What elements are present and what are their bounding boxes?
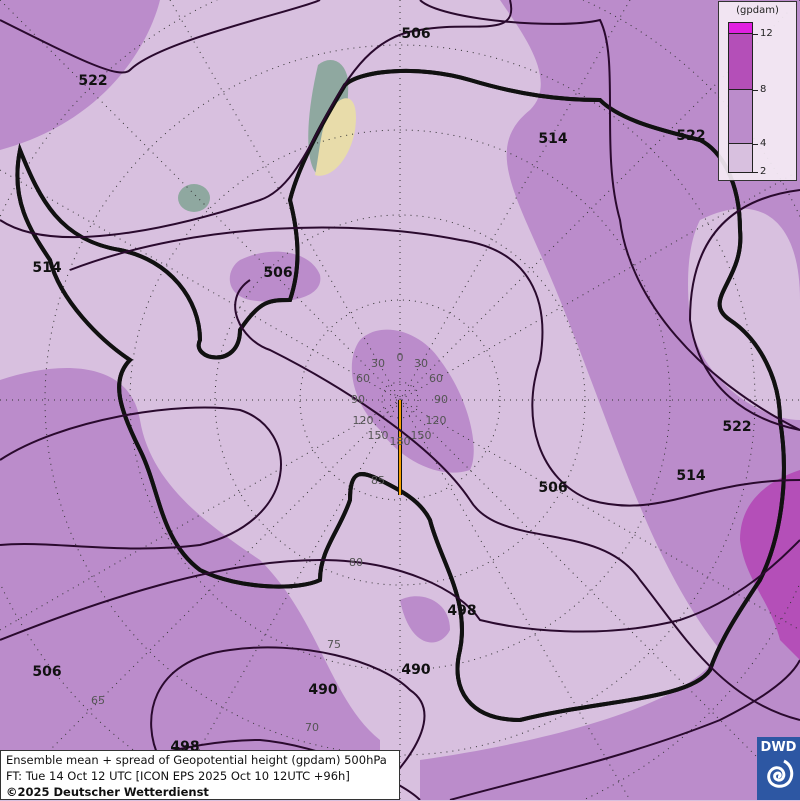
lat-label: 65 [91, 694, 105, 707]
spiral-icon [767, 759, 794, 788]
legend-tick: 4 [760, 138, 767, 149]
color-legend: (gpdam) 12 8 4 2 [718, 1, 797, 181]
contour-label: 522 [78, 73, 107, 89]
spread-fill-lowest [315, 98, 356, 176]
lat-label: 75 [327, 638, 341, 651]
legend-tick: 12 [760, 28, 773, 39]
contour-label: 490 [401, 662, 430, 678]
contour-label: 506 [538, 480, 567, 496]
legend-tick: 8 [760, 84, 767, 95]
contour-label: 514 [32, 260, 61, 276]
dwd-logo: DWD [757, 737, 800, 800]
map-caption: Ensemble mean + spread of Geopotential h… [0, 750, 400, 800]
lon-label: 30 [414, 357, 428, 370]
lon-label: 120 [353, 414, 374, 427]
spread-fill-8-12 [740, 470, 800, 660]
coastline [15, 68, 786, 723]
lon-label: 180 [390, 435, 411, 448]
lon-label: 120 [426, 414, 447, 427]
legend-swatch-2-4 [728, 143, 753, 173]
lon-label: 150 [368, 429, 389, 442]
legend-swatch-4-8 [728, 89, 753, 144]
contour-label: 490 [308, 682, 337, 698]
contour-label: 498 [447, 603, 476, 619]
caption-forecast-time: FT: Tue 14 Oct 12 UTC [ICON EPS 2025 Oct… [6, 769, 350, 783]
contour-labels: 522 506 514 522 514 506 522 514 506 498 … [32, 26, 751, 755]
lon-label: 90 [351, 393, 365, 406]
legend-tick: 2 [760, 166, 767, 177]
contour-label: 506 [401, 26, 430, 42]
lon-label: 90 [434, 393, 448, 406]
logo-text: DWD [760, 740, 797, 755]
lon-label: 30 [371, 357, 385, 370]
lon-label: 60 [356, 372, 370, 385]
lon-label: 0 [397, 351, 404, 364]
legend-swatch-8-12 [728, 33, 753, 90]
contour-label: 514 [676, 468, 705, 484]
lat-label: 85 [371, 474, 385, 487]
caption-title: Ensemble mean + spread of Geopotential h… [6, 753, 387, 767]
contour-label: 506 [32, 664, 61, 680]
legend-unit: (gpdam) [736, 5, 779, 16]
lat-label: 70 [305, 721, 319, 734]
caption-copyright: ©2025 Deutscher Wetterdienst [6, 785, 209, 799]
lat-label: 80 [349, 556, 363, 569]
lon-label: 150 [411, 429, 432, 442]
contour-label: 506 [263, 265, 292, 281]
contour-label: 522 [676, 128, 705, 144]
contour-label: 522 [722, 419, 751, 435]
contour-label: 514 [538, 131, 567, 147]
spread-fill-below-2 [178, 184, 210, 212]
lon-label: 60 [429, 372, 443, 385]
graticule-labels: 0 30 30 60 60 90 90 120 120 150 150 180 … [91, 351, 448, 734]
